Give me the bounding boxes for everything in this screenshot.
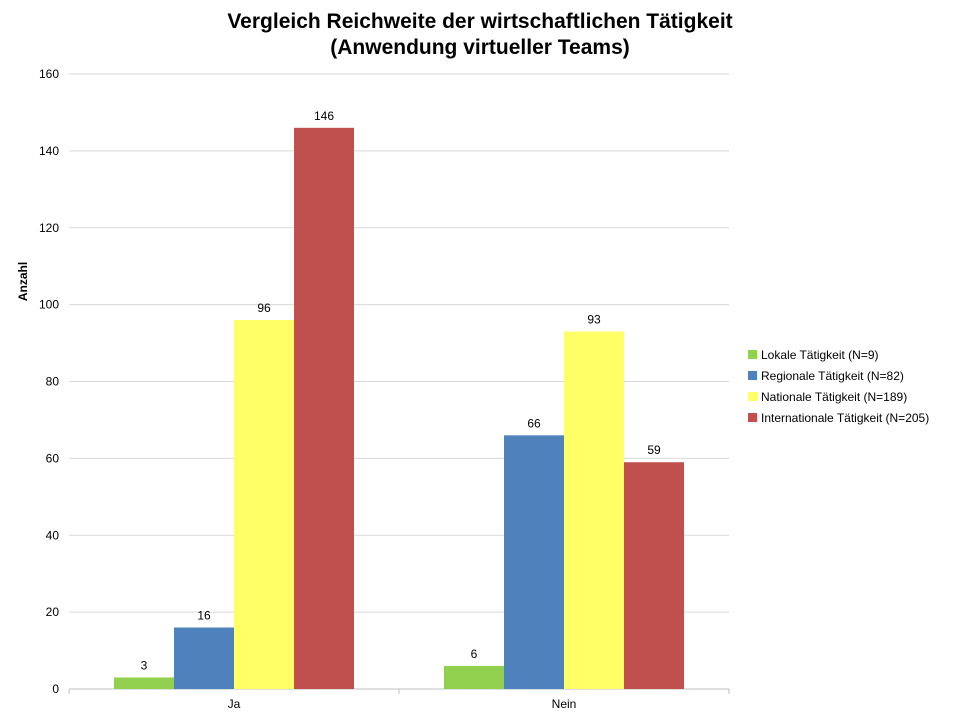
legend-label: Lokale Tätigkeit (N=9) [761, 347, 879, 362]
y-tick-label: 80 [46, 375, 60, 389]
legend-label: Regionale Tätigkeit (N=82) [761, 368, 904, 383]
y-tick-label: 0 [52, 682, 59, 696]
y-tick-label: 100 [39, 298, 59, 312]
y-tick-label: 60 [46, 451, 60, 465]
bar [624, 462, 684, 689]
data-label: 16 [197, 609, 211, 623]
x-tick-label: Ja [228, 697, 241, 711]
data-label: 59 [647, 443, 661, 457]
chart-legend: Lokale Tätigkeit (N=9) Regionale Tätigkei… [748, 344, 929, 428]
y-tick-label: 20 [46, 605, 60, 619]
data-label: 3 [141, 658, 148, 672]
bar [294, 127, 354, 689]
bar [504, 435, 564, 689]
bar [444, 665, 504, 689]
data-label: 93 [587, 313, 601, 327]
bar [114, 677, 174, 689]
y-tick-label: 140 [39, 144, 59, 158]
legend-label: Nationale Tätigkeit (N=189) [761, 389, 908, 404]
legend-label: Internationale Tätigkeit (N=205) [761, 410, 930, 425]
data-label: 96 [257, 301, 271, 315]
y-tick-label: 40 [46, 528, 60, 542]
legend-item: Regionale Tätigkeit (N=82) [748, 365, 929, 386]
chart-title-line1: Vergleich Reichweite der wirtschaftliche… [227, 10, 733, 33]
data-label: 6 [471, 647, 478, 661]
bar [174, 627, 234, 689]
legend-swatch [748, 371, 757, 380]
data-label: 146 [314, 109, 334, 123]
legend-item: Nationale Tätigkeit (N=189) [748, 386, 929, 407]
data-label: 66 [527, 416, 541, 430]
y-tick-label: 160 [39, 67, 59, 81]
y-tick-label: 120 [39, 221, 59, 235]
bar [234, 320, 294, 689]
legend-item: Internationale Tätigkeit (N=205) [748, 407, 929, 428]
legend-item: Lokale Tätigkeit (N=9) [748, 344, 929, 365]
legend-swatch [748, 413, 757, 422]
y-axis-title: Anzahl [16, 262, 30, 301]
legend-swatch [748, 350, 757, 359]
legend-swatch [748, 392, 757, 401]
bar [564, 331, 624, 689]
chart-title-line2: (Anwendung virtueller Teams) [330, 36, 630, 59]
x-tick-label: Nein [552, 697, 577, 711]
